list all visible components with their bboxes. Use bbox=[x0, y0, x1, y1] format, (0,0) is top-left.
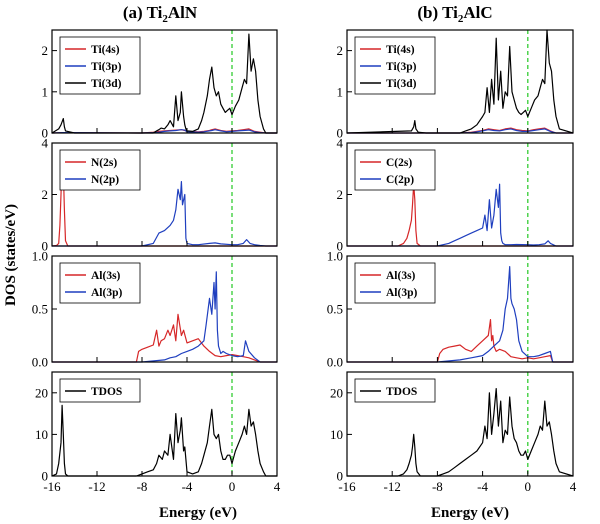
x-tick-label: -8 bbox=[432, 479, 443, 494]
x-tick-label: 0 bbox=[229, 479, 236, 494]
x-tick-label: 4 bbox=[570, 479, 577, 494]
y-tick-label: 0 bbox=[337, 239, 344, 254]
series-line-c2s bbox=[347, 183, 573, 247]
series-line-tdos bbox=[51, 404, 277, 477]
panel-ti2aln-4: 0 10 20 -16 -12 -8 -4 0 4 TDOS bbox=[35, 371, 281, 494]
x-tick-label: -8 bbox=[137, 479, 148, 494]
series-line-tdos bbox=[347, 388, 574, 477]
y-tick-label: 0.0 bbox=[32, 355, 48, 370]
legend-box bbox=[59, 262, 141, 304]
series-line-al3p bbox=[347, 266, 573, 363]
y-tick-label: 20 bbox=[330, 385, 343, 400]
legend-label: Ti(4s) bbox=[91, 44, 120, 56]
panel-frame bbox=[346, 371, 574, 477]
legend-box bbox=[354, 262, 436, 304]
legend-label: Al(3s) bbox=[386, 270, 416, 282]
legend-label: TDOS bbox=[386, 386, 417, 398]
legend-label: Al(3s) bbox=[91, 270, 121, 282]
y-tick-label: 1 bbox=[337, 84, 344, 99]
panel-ti2aln-3: 0.0 0.5 1.0 Al(3s) Al(3p) bbox=[32, 249, 278, 370]
series-line-c2p bbox=[347, 183, 573, 247]
y-axis-title: DOS (states/eV) bbox=[3, 204, 19, 306]
y-tick-label: 0 bbox=[42, 469, 49, 484]
panel-ti2alc-4: 0 10 20 -16 -12 -8 -4 0 4 TDOS bbox=[330, 371, 577, 494]
series-line-ti3d bbox=[346, 29, 574, 134]
panel-ti2aln-1: 0 1 2 Ti(4s) Ti(3p) Ti(3d) bbox=[42, 29, 278, 141]
legend-label: Ti(3p) bbox=[91, 61, 122, 73]
panel-ti2alc-3: 0.0 0.5 1.0 Al(3s) Al(3p) bbox=[327, 249, 574, 370]
y-tick-label: 10 bbox=[35, 427, 48, 442]
y-tick-label: 0.0 bbox=[327, 355, 343, 370]
y-tick-label: 2 bbox=[337, 43, 344, 58]
y-tick-label: 20 bbox=[35, 385, 48, 400]
x-tick-label: 0 bbox=[525, 479, 532, 494]
y-tick-label: 0.5 bbox=[32, 302, 48, 317]
series-line-al3s bbox=[347, 319, 573, 363]
x-axis-title-right: Energy (eV) bbox=[431, 505, 509, 521]
legend-label: Al(3p) bbox=[91, 287, 122, 299]
x-tick-label: 4 bbox=[274, 479, 281, 494]
series-line-al3p bbox=[52, 271, 277, 363]
x-tick-label: -4 bbox=[477, 479, 488, 494]
legend-label: C(2p) bbox=[386, 174, 414, 186]
y-tick-label: 4 bbox=[337, 136, 344, 151]
x-tick-label: -4 bbox=[182, 479, 193, 494]
title-ti2aln: (a) Ti2AlN bbox=[123, 3, 198, 25]
x-tick-label: -16 bbox=[43, 479, 61, 494]
legend-label: N(2s) bbox=[91, 157, 117, 169]
series-line-ti3p bbox=[51, 129, 277, 134]
x-tick-label: -12 bbox=[384, 479, 401, 494]
series-line-ti3d bbox=[51, 33, 277, 134]
legend-label: C(2s) bbox=[386, 157, 412, 169]
y-tick-label: 1.0 bbox=[327, 249, 343, 264]
legend-box bbox=[354, 378, 436, 403]
legend-label: Al(3p) bbox=[386, 287, 417, 299]
legend-label: Ti(3d) bbox=[91, 78, 122, 90]
y-tick-label: 4 bbox=[42, 136, 49, 151]
panel-frame bbox=[51, 371, 278, 477]
x-tick-label: -12 bbox=[88, 479, 105, 494]
panel-ti2alc-2: 0 2 4 C(2s) C(2p) bbox=[337, 136, 574, 254]
y-tick-label: 0 bbox=[42, 239, 49, 254]
legend-box bbox=[59, 149, 141, 191]
legend-label: Ti(3p) bbox=[386, 61, 417, 73]
y-tick-label: 0 bbox=[337, 126, 344, 141]
series-line-n2p bbox=[52, 181, 277, 247]
legend-label: Ti(4s) bbox=[386, 44, 415, 56]
legend-label: N(2p) bbox=[91, 174, 119, 186]
legend-box bbox=[59, 378, 141, 403]
legend-label: TDOS bbox=[91, 386, 122, 398]
y-tick-label: 2 bbox=[42, 43, 49, 58]
panel-frame bbox=[51, 29, 278, 134]
legend-box bbox=[354, 149, 436, 191]
x-tick-label: -16 bbox=[338, 479, 356, 494]
y-tick-label: 0.5 bbox=[327, 302, 343, 317]
title-ti2alc: (b) Ti2AlC bbox=[417, 3, 492, 25]
y-tick-label: 2 bbox=[337, 187, 344, 202]
series-line-al3s bbox=[52, 313, 277, 363]
y-tick-label: 0 bbox=[42, 126, 49, 141]
y-tick-label: 10 bbox=[330, 427, 343, 442]
panel-ti2alc-1: 0 1 2 Ti(4s) Ti(3p) Ti(3d) bbox=[337, 29, 574, 141]
y-tick-label: 1.0 bbox=[32, 249, 48, 264]
legend-label: Ti(3d) bbox=[386, 78, 417, 90]
x-axis-title-left: Energy (eV) bbox=[159, 505, 237, 521]
y-tick-label: 1 bbox=[42, 84, 49, 99]
y-tick-label: 0 bbox=[337, 469, 344, 484]
panel-ti2aln-2: 0 2 4 N(2s) N(2p) bbox=[42, 136, 278, 254]
y-tick-label: 2 bbox=[42, 187, 49, 202]
panels: 0 1 2 Ti(4s) Ti(3p) Ti(3d) 0 2 4 N(2s) N(2p) 0.0 0.5… bbox=[32, 29, 577, 494]
panel-frame bbox=[346, 29, 574, 134]
